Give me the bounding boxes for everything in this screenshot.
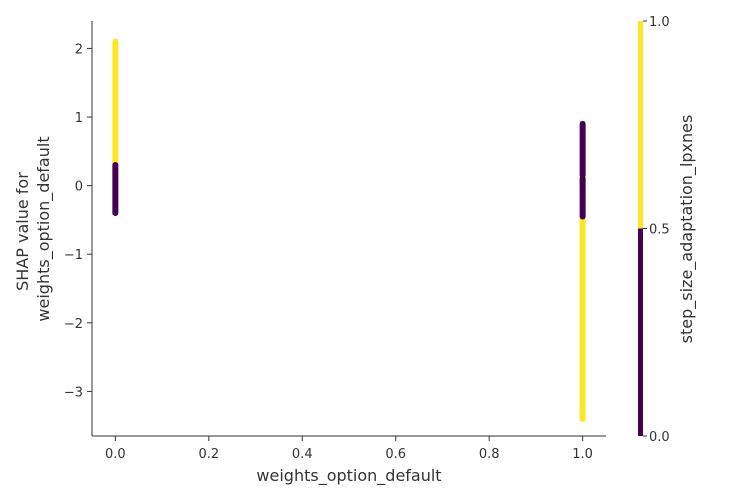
colorbar-tick-label: 0.0 — [649, 430, 670, 445]
x-axis-label: weights_option_default — [256, 466, 441, 486]
y-axis-label-line-1: SHAP value for — [13, 172, 32, 291]
y-tick-label: −1 — [64, 248, 83, 263]
plot-area — [112, 38, 586, 422]
x-tick-label: 0.6 — [385, 447, 406, 462]
y-axis-label: SHAP value for weights_option_default — [13, 136, 54, 321]
x-ticks: 0.0 0.2 0.4 0.6 0.8 1.0 — [105, 436, 593, 462]
x-tick-label: 0.2 — [198, 447, 219, 462]
colorbar-high-segment — [638, 21, 643, 229]
colorbar-low-segment — [638, 228, 643, 436]
y-tick-label: −2 — [64, 317, 83, 332]
colorbar-tick-label: 0.5 — [649, 223, 670, 238]
x-tick-label: 0.0 — [105, 447, 126, 462]
x-tick-label: 0.8 — [479, 447, 500, 462]
axes — [91, 21, 606, 437]
y-ticks: −3 −2 −1 0 1 2 — [64, 42, 92, 400]
y-axis-label-line-2: weights_option_default — [34, 136, 54, 321]
y-tick-label: 1 — [75, 111, 83, 126]
y-tick-label: −3 — [64, 385, 83, 400]
colorbar — [638, 21, 643, 436]
x-tick-label: 1.0 — [572, 447, 593, 462]
y-tick-label: 2 — [75, 42, 83, 57]
x-tick-label: 0.4 — [292, 447, 313, 462]
y-tick-label: 0 — [75, 180, 83, 195]
colorbar-label: step_size_adaptation_lpxnes — [677, 115, 697, 344]
colorbar-ticks: 0.0 0.5 1.0 — [643, 15, 670, 445]
colorbar-tick-label: 1.0 — [649, 15, 670, 30]
